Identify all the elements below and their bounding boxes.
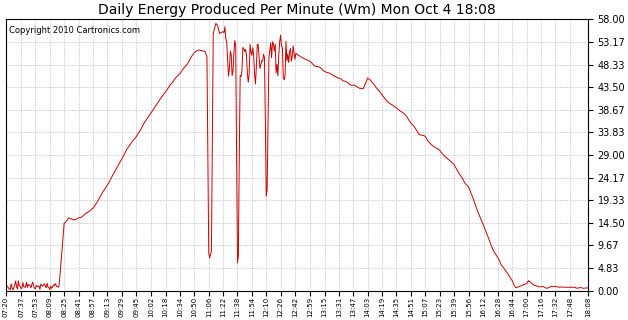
Title: Daily Energy Produced Per Minute (Wm) Mon Oct 4 18:08: Daily Energy Produced Per Minute (Wm) Mo… bbox=[98, 3, 495, 17]
Text: Copyright 2010 Cartronics.com: Copyright 2010 Cartronics.com bbox=[9, 26, 139, 35]
